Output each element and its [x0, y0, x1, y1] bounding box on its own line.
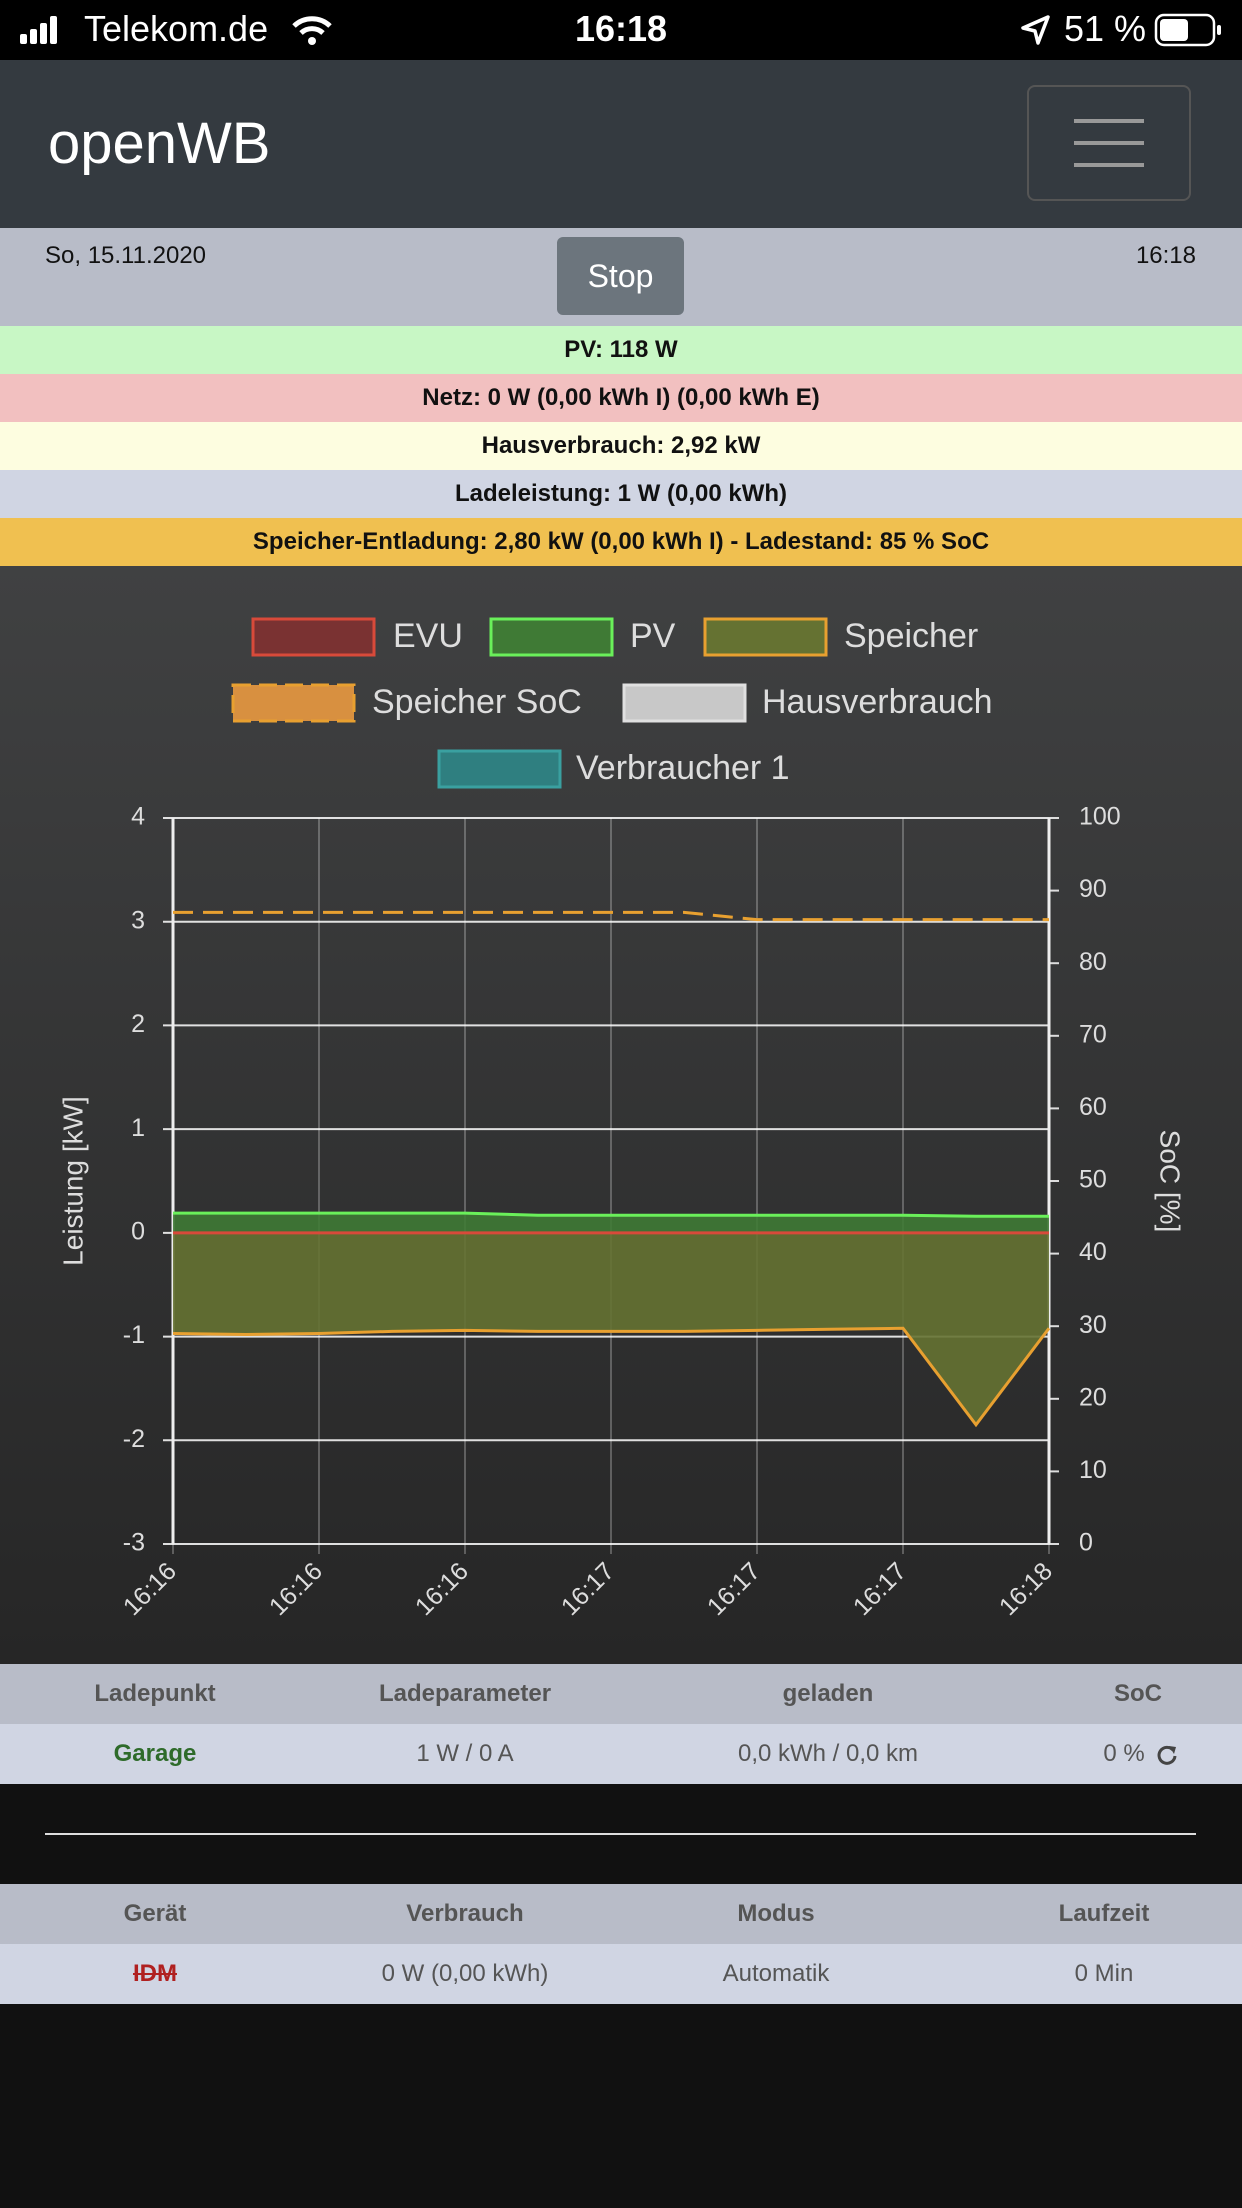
house-banner: Hausverbrauch: 2,92 kW — [0, 422, 1242, 470]
legend-swatch — [703, 617, 828, 657]
chart-area: EVU PV Speicher Speicher SoC Hausverbrauch Ve… — [0, 566, 1242, 1664]
brand[interactable]: openWB — [48, 111, 271, 176]
y2-tick-label: 100 — [1079, 803, 1121, 831]
legend-swatch — [251, 617, 376, 657]
cell: 0 W (0,00 kWh) — [381, 1960, 549, 1987]
y-tick-label: -2 — [123, 1425, 145, 1453]
y2-tick-label: 40 — [1079, 1238, 1107, 1266]
y2-tick-label: 10 — [1079, 1456, 1107, 1484]
header-cell: Modus — [737, 1900, 815, 1927]
date: So, 15.11.2020 — [45, 242, 207, 269]
header-cell: Gerät — [123, 1900, 187, 1927]
y2-tick-label: 80 — [1079, 948, 1107, 976]
chart: EVU PV Speicher Speicher SoC Hausverbrauch Ve… — [57, 617, 1186, 1621]
table1-row: Garage 1 W / 0 A 0,0 kWh / 0,0 km 0 % — [0, 1724, 1242, 1784]
header-cell: SoC — [1114, 1680, 1162, 1707]
legend-label: PV — [630, 617, 676, 655]
battery-icon — [1154, 13, 1221, 47]
hamburger-icon — [1074, 119, 1144, 167]
cell: 1 W / 0 A — [416, 1740, 514, 1767]
x-tick-label: 16:17 — [702, 1557, 766, 1621]
legend-swatch — [231, 683, 356, 723]
y-tick-label: 2 — [131, 1010, 145, 1038]
x-tick-label: 16:16 — [410, 1557, 474, 1621]
location-icon — [1021, 15, 1050, 45]
battery-percent: 51 % — [1064, 8, 1147, 49]
area — [173, 1213, 1049, 1233]
clock: 16:18 — [574, 8, 668, 49]
x-tick-label: 16:17 — [556, 1557, 620, 1621]
header-cell: Verbrauch — [406, 1900, 524, 1927]
charge-point[interactable]: Garage — [113, 1740, 197, 1767]
table1-header: Ladepunkt Ladeparameter geladen SoC — [0, 1664, 1242, 1724]
time: 16:18 — [1135, 242, 1196, 269]
refresh-icon[interactable] — [1156, 1744, 1178, 1766]
stop-button[interactable]: Stop — [557, 237, 684, 315]
y-tick-label: -3 — [123, 1529, 145, 1557]
header-cell: geladen — [782, 1680, 874, 1707]
grid-banner: Netz: 0 W (0,00 kWh I) (0,00 kWh E) — [0, 374, 1242, 422]
navbar: openWB — [0, 60, 1242, 228]
y2-tick-label: 30 — [1079, 1311, 1107, 1339]
y-tick-label: -1 — [123, 1321, 145, 1349]
line — [173, 1211, 1049, 1218]
pv-banner: PV: 118 W — [0, 326, 1242, 374]
line — [172, 1326, 1051, 1428]
y2-tick-label: 60 — [1079, 1093, 1107, 1121]
y-axis-title: Leistung [kW] — [57, 1096, 88, 1266]
y2-tick-label: 50 — [1079, 1166, 1107, 1194]
legend-swatch — [437, 749, 562, 789]
wifi-icon — [292, 16, 332, 45]
cell: 0 Min — [1074, 1960, 1134, 1987]
y2-tick-label: 70 — [1079, 1020, 1107, 1048]
signal-icon — [20, 16, 57, 44]
storage-banner: Speicher-Entladung: 2,80 kW (0,00 kWh I)… — [0, 518, 1242, 566]
cell: 0 % — [1103, 1740, 1145, 1767]
carrier: Telekom.de — [84, 8, 269, 49]
legend-label: Hausverbrauch — [762, 683, 993, 721]
y2-axis-title: SoC [%] — [1155, 1130, 1186, 1233]
y2-tick-label: 90 — [1079, 875, 1107, 903]
line — [173, 910, 1049, 922]
cell: Automatik — [722, 1960, 830, 1987]
table2-header: Gerät Verbrauch Modus Laufzeit — [0, 1884, 1242, 1944]
y2-tick-label: 20 — [1079, 1383, 1107, 1411]
area — [173, 1232, 1049, 1425]
legend-label: Speicher SoC — [372, 683, 582, 721]
legend-label: Speicher — [844, 617, 978, 655]
charge-banner: Ladeleistung: 1 W (0,00 kWh) — [0, 470, 1242, 518]
cell: 0,0 kWh / 0,0 km — [737, 1740, 919, 1767]
device[interactable]: IDM — [133, 1960, 177, 1987]
x-tick-label: 16:16 — [118, 1557, 182, 1621]
header-cell: Ladeparameter — [378, 1680, 552, 1707]
y-tick-label: 3 — [131, 906, 145, 934]
legend-label: Verbraucher 1 — [576, 749, 790, 787]
legend-label: EVU — [393, 617, 463, 655]
y-tick-label: 0 — [131, 1217, 145, 1245]
table2-row: IDM 0 W (0,00 kWh) Automatik 0 Min — [0, 1944, 1242, 2004]
header-cell: Ladepunkt — [94, 1680, 216, 1707]
status-bar: Telekom.de 16:18 51 % — [0, 0, 1242, 60]
separator — [45, 1833, 1196, 1835]
menu-button[interactable] — [1027, 85, 1191, 201]
legend-swatch — [489, 617, 614, 657]
y2-tick-label: 0 — [1079, 1529, 1093, 1557]
legend-swatch — [622, 683, 747, 723]
header-cell: Laufzeit — [1058, 1900, 1150, 1927]
y-tick-label: 4 — [131, 803, 145, 831]
x-tick-label: 16:16 — [264, 1557, 328, 1621]
x-tick-label: 16:18 — [994, 1557, 1058, 1621]
x-tick-label: 16:17 — [848, 1557, 912, 1621]
y-tick-label: 1 — [131, 1114, 145, 1142]
info-bar: So, 15.11.2020 Stop 16:18 — [0, 228, 1242, 326]
